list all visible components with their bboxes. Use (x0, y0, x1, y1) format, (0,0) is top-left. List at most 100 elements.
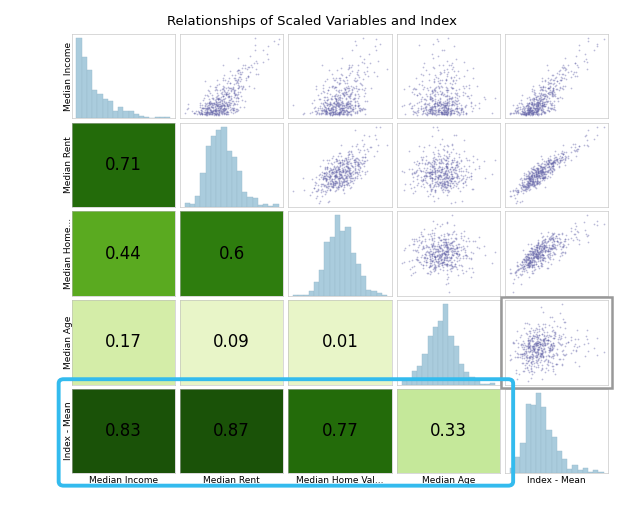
Point (524, 339, 534, 347)
Point (521, 349, 531, 358)
Point (553, 162, 563, 170)
Point (522, 183, 532, 191)
Point (451, 178, 461, 187)
Point (437, 76, 447, 84)
Point (453, 96, 463, 105)
Point (420, 176, 430, 184)
Point (523, 261, 533, 269)
Point (509, 190, 519, 199)
Point (538, 353, 548, 361)
Point (520, 110, 530, 118)
Point (223, 108, 233, 116)
Point (524, 179, 534, 188)
Point (200, 94, 210, 103)
Point (528, 269, 538, 278)
Point (361, 169, 371, 178)
Point (453, 271, 463, 279)
Point (251, 57, 261, 65)
Point (531, 171, 541, 179)
Point (537, 90, 547, 99)
Point (421, 178, 431, 186)
Point (325, 179, 335, 187)
Point (539, 94, 549, 102)
Point (452, 100, 462, 109)
Point (350, 155, 360, 164)
Point (445, 110, 455, 119)
Point (422, 167, 432, 176)
Point (558, 242, 568, 251)
Point (350, 158, 360, 166)
Point (342, 157, 352, 166)
Point (537, 248, 547, 256)
Point (439, 103, 449, 111)
Point (543, 74, 553, 82)
Point (200, 90, 210, 99)
Point (449, 181, 459, 189)
Point (246, 61, 256, 69)
Point (517, 176, 527, 184)
Point (547, 231, 557, 239)
Point (527, 109, 537, 117)
Point (540, 347, 550, 355)
Point (357, 153, 367, 161)
Point (553, 157, 563, 166)
Point (529, 170, 539, 179)
Point (516, 99, 526, 108)
Point (344, 101, 354, 110)
Point (235, 67, 245, 76)
Point (446, 160, 456, 168)
Point (328, 165, 338, 174)
Point (549, 157, 559, 165)
Point (528, 180, 538, 188)
Point (437, 246, 447, 255)
Point (443, 98, 453, 106)
Point (436, 255, 446, 264)
Point (422, 160, 432, 168)
Point (548, 354, 558, 362)
Point (443, 244, 453, 252)
Point (410, 107, 420, 116)
Point (352, 70, 362, 78)
Point (333, 164, 343, 172)
Point (555, 66, 565, 75)
Point (180, 108, 190, 117)
Point (202, 103, 212, 111)
Point (227, 85, 237, 94)
Point (203, 105, 213, 113)
Point (524, 377, 534, 385)
Point (334, 109, 344, 117)
Point (399, 168, 409, 176)
Point (325, 106, 335, 114)
Point (436, 244, 446, 253)
Point (443, 247, 453, 256)
Point (540, 87, 550, 95)
Point (426, 173, 436, 181)
Point (505, 265, 515, 273)
Point (424, 263, 434, 271)
Point (298, 110, 308, 118)
Point (412, 90, 422, 99)
Point (429, 252, 439, 260)
Point (447, 93, 457, 101)
Point (439, 230, 449, 238)
Point (437, 177, 447, 185)
Point (525, 257, 535, 266)
Point (449, 97, 459, 106)
Point (222, 90, 232, 98)
Point (324, 65, 334, 74)
Point (445, 178, 455, 187)
Point (432, 179, 442, 187)
Point (563, 338, 573, 347)
Point (436, 250, 446, 258)
Point (592, 42, 602, 50)
Point (223, 83, 233, 92)
Point (434, 159, 444, 167)
Point (580, 49, 590, 58)
Point (438, 100, 448, 108)
Point (449, 251, 459, 259)
Point (551, 232, 561, 240)
Point (446, 170, 456, 179)
Point (324, 185, 334, 194)
Point (224, 84, 234, 92)
Bar (541, 407, 547, 473)
